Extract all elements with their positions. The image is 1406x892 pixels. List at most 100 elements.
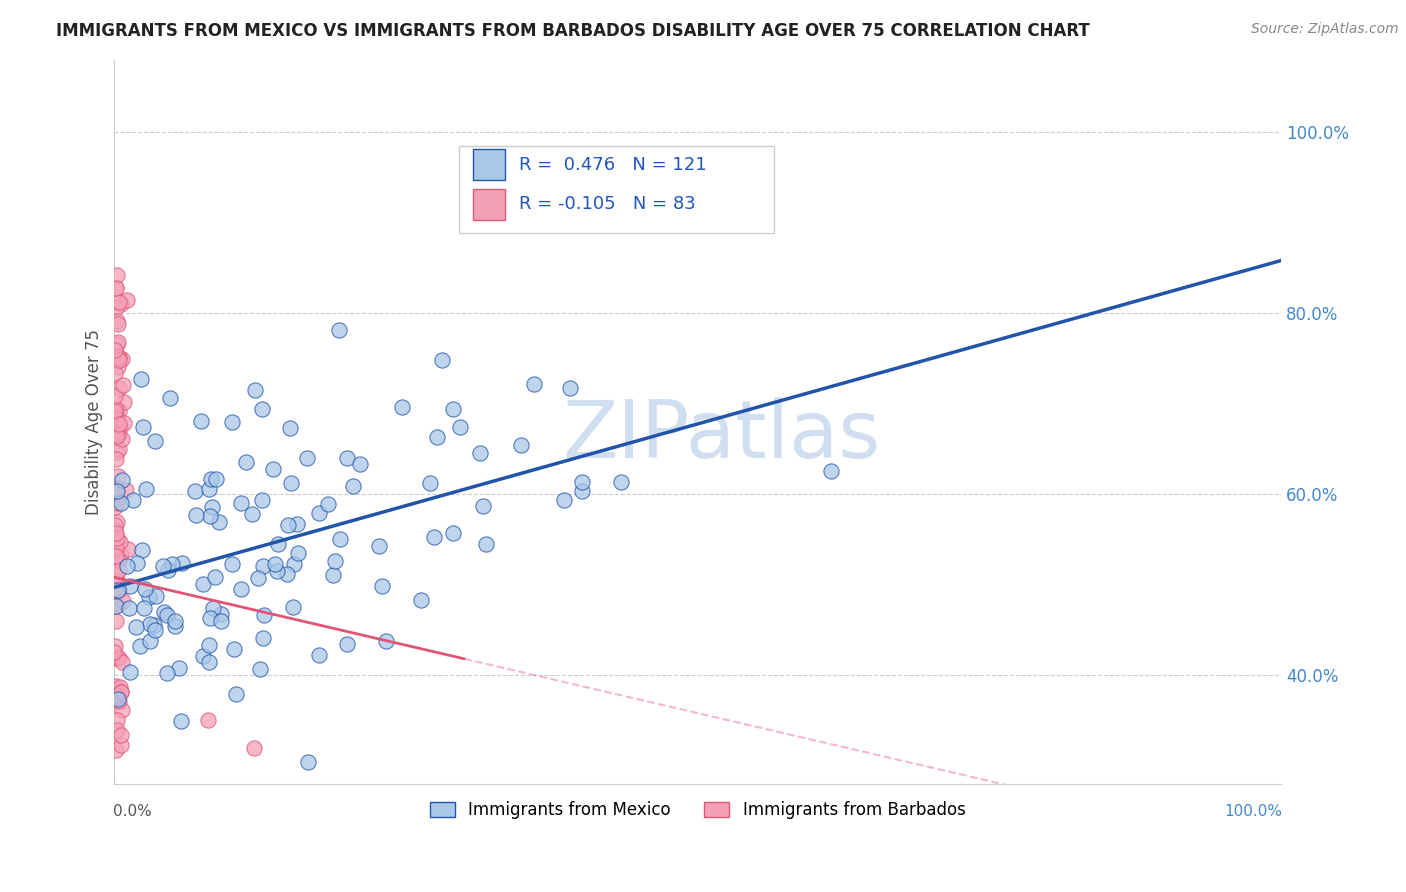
Point — [197, 656, 219, 670]
Point — [108, 582, 131, 597]
Point — [110, 496, 132, 510]
Point — [132, 419, 155, 434]
Point — [107, 469, 129, 483]
Point — [108, 564, 131, 578]
Point — [167, 661, 190, 675]
Point — [190, 414, 212, 428]
Point — [198, 482, 221, 496]
Point — [107, 691, 129, 706]
Point — [110, 685, 132, 699]
Point — [107, 381, 129, 395]
Point — [283, 557, 305, 571]
Point — [104, 568, 127, 582]
Point — [165, 614, 187, 628]
Point — [235, 454, 257, 468]
Point — [138, 590, 160, 604]
Point — [249, 662, 271, 676]
Point — [323, 554, 346, 568]
Point — [201, 600, 224, 615]
Point — [107, 360, 129, 375]
Point — [105, 314, 128, 328]
Point — [111, 594, 134, 608]
Point — [278, 420, 301, 434]
Text: 0.0%: 0.0% — [114, 805, 152, 820]
Point — [105, 614, 128, 628]
Point — [105, 481, 128, 495]
Point — [104, 343, 127, 357]
Point — [160, 557, 183, 571]
Point — [115, 293, 138, 307]
Point — [198, 509, 221, 524]
Point — [129, 639, 152, 653]
Point — [139, 634, 162, 648]
Point — [430, 352, 453, 367]
Point — [510, 438, 533, 452]
Point — [104, 599, 127, 613]
Point — [112, 416, 135, 430]
Point — [112, 395, 135, 409]
Point — [156, 607, 179, 622]
Point — [411, 593, 433, 607]
Point — [172, 556, 194, 570]
Point — [104, 640, 127, 654]
Point — [104, 500, 127, 514]
Point — [441, 525, 464, 540]
Point — [107, 350, 129, 364]
Point — [423, 530, 446, 544]
Point — [198, 611, 221, 625]
Point — [107, 445, 129, 459]
Point — [105, 713, 128, 727]
Point — [110, 727, 132, 741]
Text: ZIPatlas: ZIPatlas — [562, 397, 880, 475]
Point — [197, 714, 219, 728]
Point — [231, 582, 253, 596]
Point — [108, 403, 131, 417]
Point — [108, 535, 131, 549]
Point — [107, 353, 129, 368]
Point — [371, 579, 394, 593]
Point — [468, 446, 491, 460]
Point — [108, 350, 131, 364]
Point — [112, 378, 135, 392]
Point — [159, 392, 181, 406]
Point — [120, 665, 142, 680]
Point — [135, 482, 157, 496]
Point — [308, 648, 330, 662]
Point — [108, 295, 131, 310]
Point — [110, 296, 132, 310]
Point — [267, 537, 290, 551]
Point — [143, 434, 166, 449]
Point — [110, 738, 132, 752]
Point — [153, 605, 176, 619]
Point — [221, 557, 243, 571]
Point — [287, 546, 309, 560]
Point — [108, 417, 131, 431]
Point — [419, 475, 441, 490]
Point — [111, 704, 134, 718]
Point — [105, 483, 128, 498]
Point — [105, 679, 128, 693]
Point — [111, 352, 134, 367]
Point — [107, 335, 129, 350]
Point — [266, 564, 288, 578]
Bar — [458, 146, 773, 234]
Point — [247, 571, 270, 585]
Point — [105, 574, 128, 589]
Point — [107, 651, 129, 665]
Point — [103, 645, 125, 659]
Point — [105, 549, 128, 563]
Point — [104, 526, 127, 541]
Point — [107, 694, 129, 708]
Point — [820, 464, 842, 478]
Point — [281, 600, 304, 615]
Point — [571, 484, 593, 499]
Point — [105, 531, 128, 545]
Point — [127, 557, 149, 571]
Point — [522, 377, 544, 392]
Point — [209, 614, 232, 628]
Point — [143, 624, 166, 638]
Point — [253, 607, 276, 622]
Bar — [472, 189, 505, 219]
Text: IMMIGRANTS FROM MEXICO VS IMMIGRANTS FROM BARBADOS DISABILITY AGE OVER 75 CORREL: IMMIGRANTS FROM MEXICO VS IMMIGRANTS FRO… — [56, 22, 1090, 40]
Point — [142, 618, 165, 632]
